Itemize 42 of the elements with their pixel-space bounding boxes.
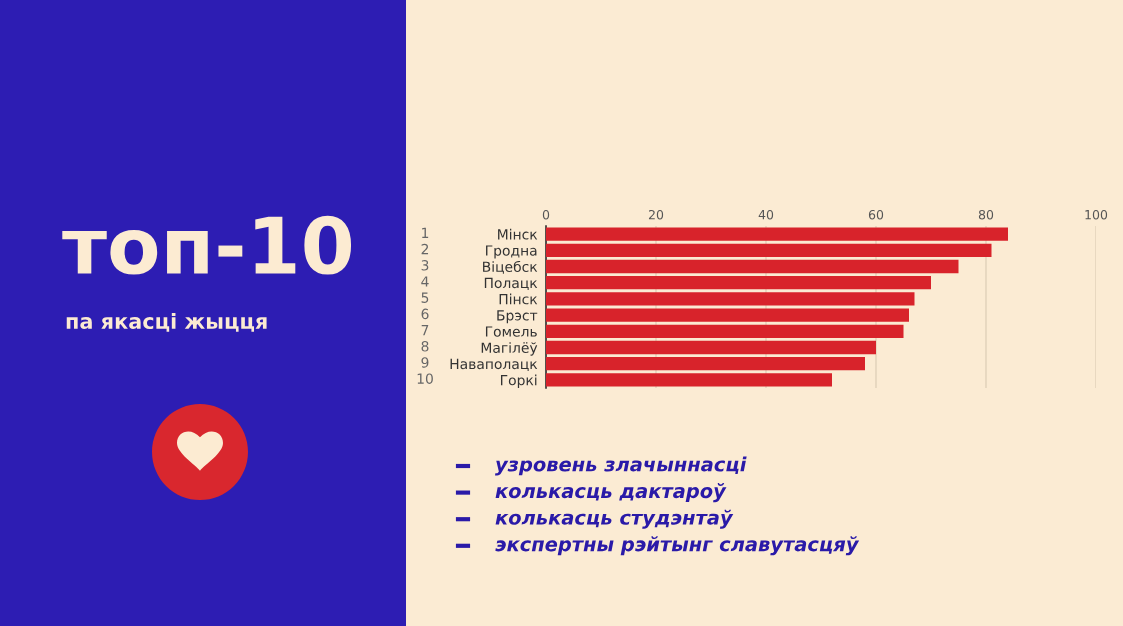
text: 6 xyxy=(421,308,429,320)
bar xyxy=(546,308,909,322)
text: па якасці жыцця xyxy=(66,312,267,332)
x-tick-label: 0 xyxy=(542,209,550,220)
text: 4 xyxy=(421,276,429,287)
x-tick-label: 100 xyxy=(1085,209,1108,220)
y-tick-label: Пінск xyxy=(499,293,538,305)
bar xyxy=(546,243,992,257)
y-tick-label: Мінск xyxy=(498,228,538,240)
text: экспертны рэйтынг славутасцяў xyxy=(495,536,860,556)
text: 5 xyxy=(421,292,429,303)
y-tick-label: Наваполацк xyxy=(450,358,538,371)
bar xyxy=(546,259,959,274)
bar xyxy=(546,276,931,290)
bar xyxy=(546,373,832,387)
text: 1 xyxy=(422,227,429,238)
bar xyxy=(546,357,865,371)
x-tick-label: 80 xyxy=(978,209,994,220)
y-tick-label: Гомель xyxy=(485,326,537,337)
text: 9 xyxy=(421,357,429,368)
text: 7 xyxy=(421,325,429,336)
bar xyxy=(546,340,876,355)
y-tick-label: Полацк xyxy=(484,277,538,290)
text: колькасць студэнтаў xyxy=(495,509,734,529)
y-tick-label: Горкі xyxy=(501,374,537,389)
y-tick-label: Віцебск xyxy=(483,260,538,274)
bar xyxy=(546,227,1008,241)
text: 2 xyxy=(421,243,429,255)
y-tick-label: Брэст xyxy=(497,310,538,324)
text: 3 xyxy=(421,260,429,271)
bar xyxy=(546,324,904,338)
x-tick-label: 40 xyxy=(758,209,774,220)
text: 10 xyxy=(417,373,433,384)
bar xyxy=(546,292,915,306)
text: узровень злачыннасці xyxy=(495,456,747,476)
y-tick-label: Гродна xyxy=(486,245,537,259)
x-tick-label: 60 xyxy=(868,209,884,220)
chart-title: топ-10 xyxy=(62,215,352,275)
text: 8 xyxy=(421,341,429,352)
text: колькасць дактароў xyxy=(495,483,727,503)
x-tick-label: 20 xyxy=(648,209,664,220)
y-tick-label: Магілёў xyxy=(481,342,538,356)
